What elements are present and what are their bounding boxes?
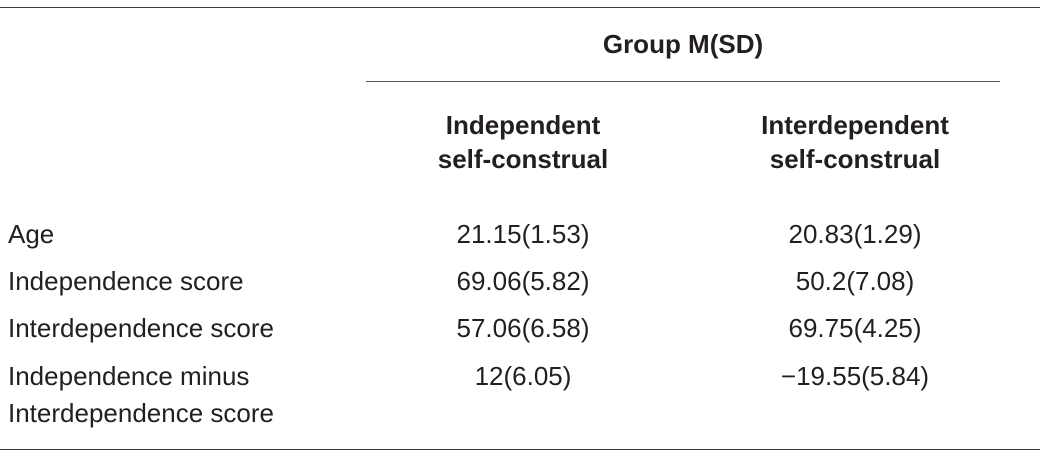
row-label-age: Age bbox=[8, 219, 55, 249]
group-header-rule bbox=[366, 81, 1000, 82]
column-header-line: Interdependent bbox=[761, 110, 949, 140]
table-bottom-rule bbox=[0, 449, 1040, 450]
row-label-independence-score: Independence score bbox=[8, 266, 244, 296]
table-cell: 69.06(5.82) bbox=[456, 266, 590, 296]
row-label-independence-minus: Independence minus bbox=[8, 361, 250, 391]
table-cell: 20.83(1.29) bbox=[788, 219, 922, 249]
column-header-line: self-construal bbox=[769, 144, 941, 174]
table-cell: 69.75(4.25) bbox=[788, 313, 922, 343]
column-header-interdependent: Interdependent self-construal bbox=[690, 108, 1020, 176]
table-cell: 57.06(6.58) bbox=[456, 313, 590, 343]
column-header-independent: Independent self-construal bbox=[366, 108, 680, 176]
table-cell: −19.55(5.84) bbox=[780, 361, 930, 391]
row-label-interdependence-score: Interdependence score bbox=[8, 313, 274, 343]
column-header-line: self-construal bbox=[437, 144, 609, 174]
table-top-rule bbox=[0, 7, 1040, 8]
table-cell: 21.15(1.53) bbox=[456, 219, 590, 249]
group-header: Group M(SD) bbox=[602, 29, 764, 59]
row-label-independence-minus-cont: Interdependence score bbox=[8, 398, 274, 428]
table-cell: 50.2(7.08) bbox=[795, 266, 915, 296]
table-cell: 12(6.05) bbox=[474, 361, 572, 391]
column-header-line: Independent bbox=[445, 110, 601, 140]
